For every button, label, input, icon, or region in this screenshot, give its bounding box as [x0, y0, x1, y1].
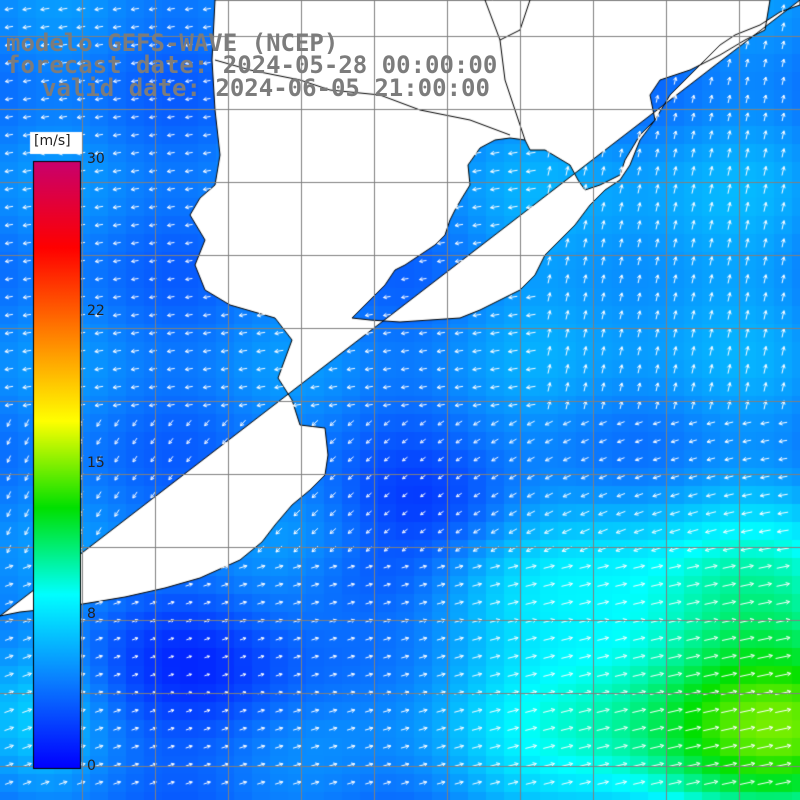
- valid-date: valid date: 2024-06-05 21:00:00: [42, 74, 490, 102]
- colorbar-tick-22: 22: [87, 303, 105, 319]
- colorbar-tick-15: 15: [87, 455, 105, 471]
- colorbar-tick-0: 0: [87, 758, 96, 774]
- model-title: modelo GEFS-WAVE (NCEP): [6, 29, 339, 57]
- forecast-date: forecast date: 2024-05-28 00:00:00: [6, 51, 498, 79]
- colorbar-unit-label: [m/s]: [34, 133, 71, 149]
- colorbar-tick-8: 8: [87, 606, 96, 622]
- colorbar-tick-30: 30: [87, 151, 105, 167]
